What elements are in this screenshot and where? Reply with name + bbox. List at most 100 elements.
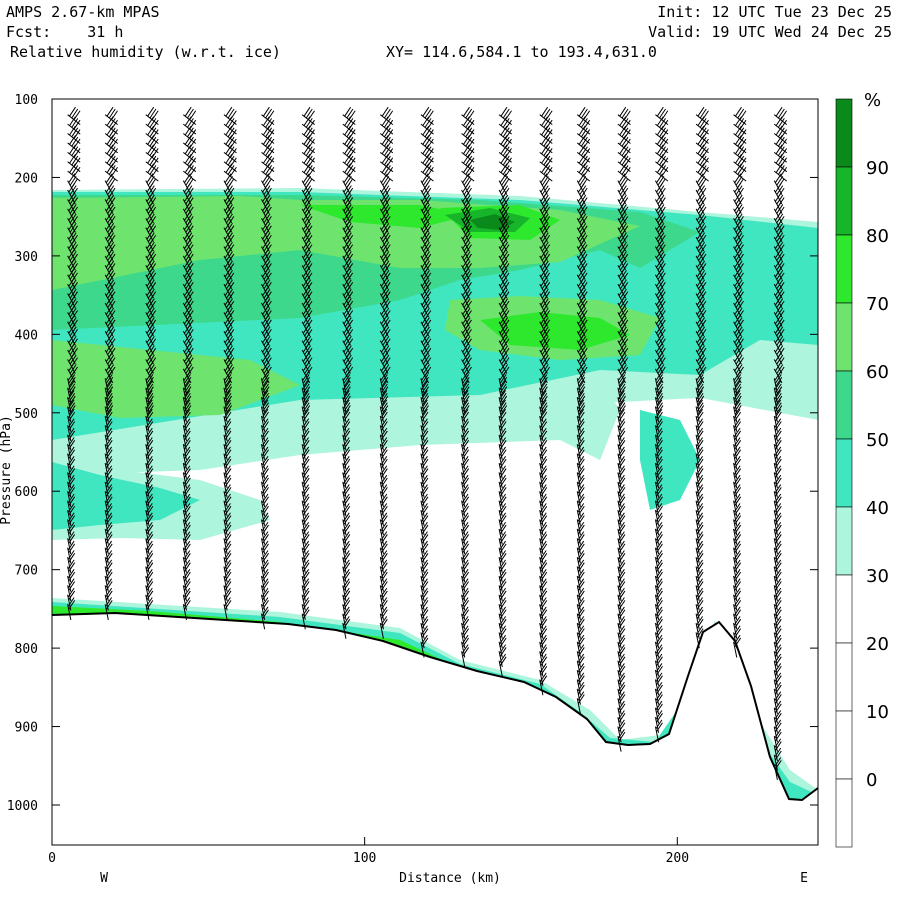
wind-barb xyxy=(342,163,356,182)
y-tick-label: 400 xyxy=(15,328,38,343)
y-tick-label: 900 xyxy=(15,721,38,736)
colorbar-swatch xyxy=(835,98,853,168)
wind-barb xyxy=(223,163,237,182)
wind-barb xyxy=(145,399,154,423)
colorbar-level-label: 80 xyxy=(866,226,889,247)
wind-barb xyxy=(498,163,512,182)
wind-barb xyxy=(655,163,669,182)
wind-barb xyxy=(733,163,747,182)
wind-barb xyxy=(617,163,631,182)
wind-barb xyxy=(695,625,704,649)
x-axis-label: Distance (km) xyxy=(399,871,501,886)
y-tick-label: 100 xyxy=(15,93,38,108)
model-title: AMPS 2.67-km MPAS xyxy=(6,3,160,21)
wind-barb xyxy=(104,390,114,413)
colorbar-swatch xyxy=(835,166,853,236)
wind-barb xyxy=(260,606,269,630)
wind-barb xyxy=(539,672,548,696)
wind-barb xyxy=(104,163,118,182)
wind-barb xyxy=(420,399,429,423)
wind-barb xyxy=(301,399,311,423)
colorbar-level-label: 60 xyxy=(866,362,889,383)
rh-band-70c xyxy=(480,312,630,350)
colorbar-swatch xyxy=(835,710,853,780)
wind-barb xyxy=(773,163,788,182)
colorbar-level-label: 0 xyxy=(866,770,877,791)
wind-barb xyxy=(67,163,81,182)
wind-barb xyxy=(301,163,315,182)
wind-barb xyxy=(654,719,663,743)
colorbar-swatch xyxy=(835,302,853,372)
wind-barb xyxy=(654,399,664,423)
colorbar-swatch xyxy=(835,234,853,304)
wind-barb xyxy=(67,597,76,620)
plot-frame xyxy=(51,98,819,846)
y-tick-label: 200 xyxy=(15,171,38,186)
wind-barb xyxy=(301,606,310,630)
wind-barb xyxy=(145,163,159,182)
rh-lower-band-40 xyxy=(52,462,200,530)
rh-lower-band-30 xyxy=(52,380,620,475)
cross-section-endpoints: XY= 114.6,584.1 to 193.4,631.0 xyxy=(386,43,657,61)
wind-barb xyxy=(342,616,351,639)
terrain-surface-line xyxy=(52,611,818,802)
wind-barb xyxy=(342,399,351,423)
wind-barb xyxy=(773,757,782,780)
wind-barb xyxy=(539,399,548,423)
colorbar: 90 80 70 60 50 40 30 20 10 0 xyxy=(835,98,889,848)
wind-barb xyxy=(104,597,113,620)
wind-barb xyxy=(261,163,275,182)
x-tick-label: 100 xyxy=(353,851,376,866)
wind-barb xyxy=(342,380,351,404)
y-tick-label: 800 xyxy=(15,642,38,657)
colorbar-level-label: 10 xyxy=(866,702,889,723)
wind-barb xyxy=(223,399,232,423)
x-tick-label: 0 xyxy=(48,851,56,866)
colorbar-level-label: 70 xyxy=(866,294,889,315)
forecast-hour: Fcst: 31 h xyxy=(6,23,124,41)
wind-barb xyxy=(145,597,154,620)
colorbar-swatch xyxy=(835,438,853,508)
wind-barb xyxy=(576,163,591,182)
colorbar-swatch xyxy=(835,370,853,440)
wind-barbs xyxy=(67,106,788,780)
wind-barb xyxy=(420,163,434,182)
field-name: Relative humidity (w.r.t. ice) xyxy=(10,43,281,61)
colorbar-level-label: 90 xyxy=(866,158,889,179)
colorbar-level-label: 50 xyxy=(866,430,889,451)
wind-barb xyxy=(420,380,429,404)
y-tick-label: 300 xyxy=(15,250,38,265)
wind-barb xyxy=(145,380,154,404)
colorbar-swatch xyxy=(835,642,853,712)
wind-barb xyxy=(183,163,197,182)
wind-barb xyxy=(379,163,394,182)
wind-barb xyxy=(773,390,783,413)
terrain-mask xyxy=(52,613,818,845)
valid-time: Valid: 19 UTC Wed 24 Dec 25 xyxy=(648,23,892,41)
init-time: Init: 12 UTC Tue 23 Dec 25 xyxy=(657,3,892,21)
rh-fill-layer xyxy=(52,106,818,845)
wind-barb xyxy=(379,135,394,154)
colorbar-level-label: 20 xyxy=(866,634,889,655)
colorbar-swatch xyxy=(835,506,853,576)
wind-barb xyxy=(379,616,388,639)
x-tick-label: 200 xyxy=(666,851,689,866)
wind-barb xyxy=(733,634,742,658)
wind-barb xyxy=(617,729,626,752)
y-tick-label: 1000 xyxy=(7,799,38,814)
y-tick-label: 600 xyxy=(15,485,38,500)
colorbar-swatch xyxy=(835,574,853,644)
wind-barb xyxy=(420,634,429,658)
y-axis-label: Pressure (hPa) xyxy=(0,415,14,525)
wind-barb xyxy=(461,163,475,182)
y-tick-label: 700 xyxy=(15,564,38,579)
colorbar-swatch xyxy=(835,778,853,848)
wind-barb xyxy=(223,597,232,620)
wind-barb xyxy=(461,644,470,668)
colorbar-level-label: 30 xyxy=(866,566,889,587)
colorbar-unit: % xyxy=(864,90,881,111)
y-tick-label: 500 xyxy=(15,407,38,422)
wind-barb xyxy=(539,163,553,182)
pressure-axis: 100 200 300 400 500 600 700 800 900 1000 xyxy=(7,93,818,814)
